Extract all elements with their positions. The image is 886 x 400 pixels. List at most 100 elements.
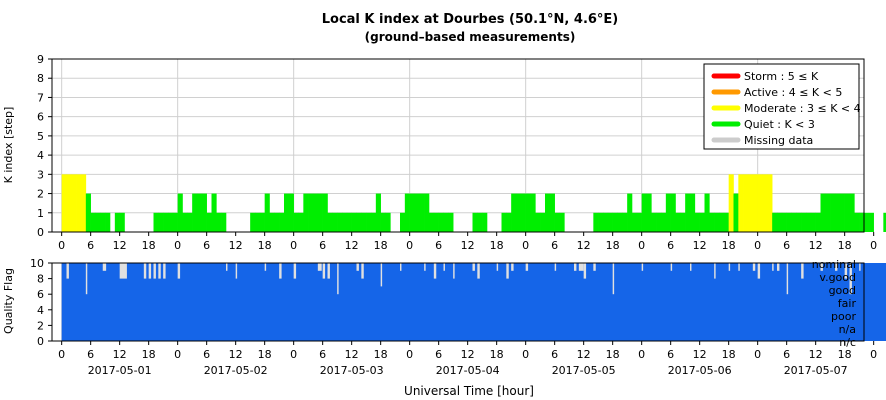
- kindex-bar: [274, 212, 280, 232]
- kindex-bar: [699, 212, 705, 232]
- quality-x-tick-label: 0: [870, 348, 877, 361]
- kindex-bar: [114, 212, 120, 232]
- quality-x-tick-label: 0: [58, 348, 65, 361]
- kindex-bar: [791, 212, 797, 232]
- quality-dip: [102, 263, 107, 271]
- kindex-bar: [868, 212, 874, 232]
- quality-x-tick-label: 6: [319, 348, 326, 361]
- kindex-x-tick-label: 0: [174, 239, 181, 252]
- quality-x-tick-label: 0: [638, 348, 645, 361]
- kindex-bar: [81, 174, 87, 232]
- kindex-bar: [424, 193, 430, 232]
- kindex-bar: [443, 212, 449, 232]
- kindex-y-tick-label: 8: [37, 72, 44, 85]
- quality-level-label: n/a: [839, 323, 856, 336]
- quality-dip: [583, 263, 587, 279]
- quality-dip: [400, 263, 402, 271]
- quality-dip: [85, 263, 88, 295]
- kindex-x-tick-label: 18: [374, 239, 388, 252]
- kindex-bar: [250, 212, 256, 232]
- kindex-bar: [119, 212, 125, 232]
- quality-x-tick-label: 18: [142, 348, 156, 361]
- kindex-bar: [380, 212, 386, 232]
- quality-dip: [453, 263, 455, 279]
- kindex-bar: [337, 212, 343, 232]
- quality-dip: [317, 263, 322, 271]
- chart-title: Local K index at Dourbes (50.1°N, 4.6°E): [322, 12, 619, 27]
- quality-dip: [356, 263, 359, 271]
- quality-dip: [506, 263, 509, 279]
- kindex-bar: [284, 193, 290, 232]
- quality-dip: [158, 263, 161, 279]
- kindex-bar: [211, 193, 217, 232]
- quality-x-tick-label: 0: [174, 348, 181, 361]
- kindex-bar: [477, 212, 483, 232]
- kindex-bar: [400, 212, 406, 232]
- kindex-x-tick-label: 6: [435, 239, 442, 252]
- kindex-bar: [482, 212, 488, 232]
- kindex-y-ticks: 0 1 2 3 4 5 6 7 8 9: [37, 53, 52, 239]
- kindex-bar: [545, 193, 551, 232]
- kindex-bar: [670, 193, 676, 232]
- quality-dip: [752, 263, 756, 271]
- quality-x-tick-label: 6: [435, 348, 442, 361]
- quality-dip: [641, 263, 644, 271]
- kindex-bar: [172, 212, 178, 232]
- quality-dip: [772, 263, 774, 271]
- quality-dip: [714, 263, 716, 279]
- kindex-bar: [772, 212, 778, 232]
- kindex-bar: [472, 212, 478, 232]
- kindex-bar: [627, 193, 633, 232]
- kindex-y-tick-label: 5: [37, 130, 44, 143]
- kindex-bar: [641, 193, 647, 232]
- kindex-x-tick-label: 12: [113, 239, 127, 252]
- kindex-bar: [719, 212, 725, 232]
- kindex-bar: [404, 193, 410, 232]
- quality-y-tick-label: 8: [37, 273, 44, 286]
- kindex-bar: [525, 193, 531, 232]
- kindex-bar: [192, 193, 198, 232]
- quality-dip: [472, 263, 475, 271]
- quality-dip: [496, 263, 499, 271]
- kindex-bar: [303, 193, 309, 232]
- kindex-y-tick-label: 0: [37, 226, 44, 239]
- quality-dip: [293, 263, 297, 279]
- kindex-bar: [375, 193, 381, 232]
- kindex-bar: [371, 212, 377, 232]
- quality-x-tick-label: 12: [693, 348, 707, 361]
- kindex-bar: [90, 212, 96, 232]
- kindex-bar: [694, 212, 700, 232]
- kindex-bar: [704, 193, 710, 232]
- quality-dip: [554, 263, 557, 271]
- legend-label: Moderate : 3 ≤ K < 4: [744, 102, 861, 115]
- kindex-bar: [409, 193, 415, 232]
- kindex-bar: [76, 174, 82, 232]
- kindex-bar: [830, 193, 836, 232]
- kindex-y-tick-label: 4: [37, 149, 44, 162]
- kindex-y-tick-label: 3: [37, 168, 44, 181]
- quality-fill: [61, 263, 886, 341]
- kindex-bar: [216, 212, 222, 232]
- kindex-bar: [61, 174, 67, 232]
- kindex-bar: [656, 212, 662, 232]
- kindex-x-tick-label: 12: [345, 239, 359, 252]
- legend-label: Active : 4 ≤ K < 5: [744, 86, 842, 99]
- kindex-x-tick-label: 18: [722, 239, 736, 252]
- quality-day-label: 2017-05-01: [88, 364, 152, 377]
- quality-y-label: Quality Flag: [2, 268, 15, 334]
- quality-dip: [786, 263, 789, 295]
- quality-x-tick-label: 12: [345, 348, 359, 361]
- kindex-bar: [433, 212, 439, 232]
- kindex-x-tick-label: 18: [258, 239, 272, 252]
- kindex-bar: [438, 212, 444, 232]
- kindex-bar: [781, 212, 787, 232]
- kindex-x-tick-label: 0: [870, 239, 877, 252]
- kindex-bar: [516, 193, 522, 232]
- quality-dip: [820, 263, 823, 271]
- quality-x-tick-label: 6: [667, 348, 674, 361]
- quality-x-tick-label: 0: [522, 348, 529, 361]
- quality-dip: [757, 263, 761, 279]
- kindex-bar: [332, 212, 338, 232]
- quality-level-label: nominal: [812, 258, 856, 271]
